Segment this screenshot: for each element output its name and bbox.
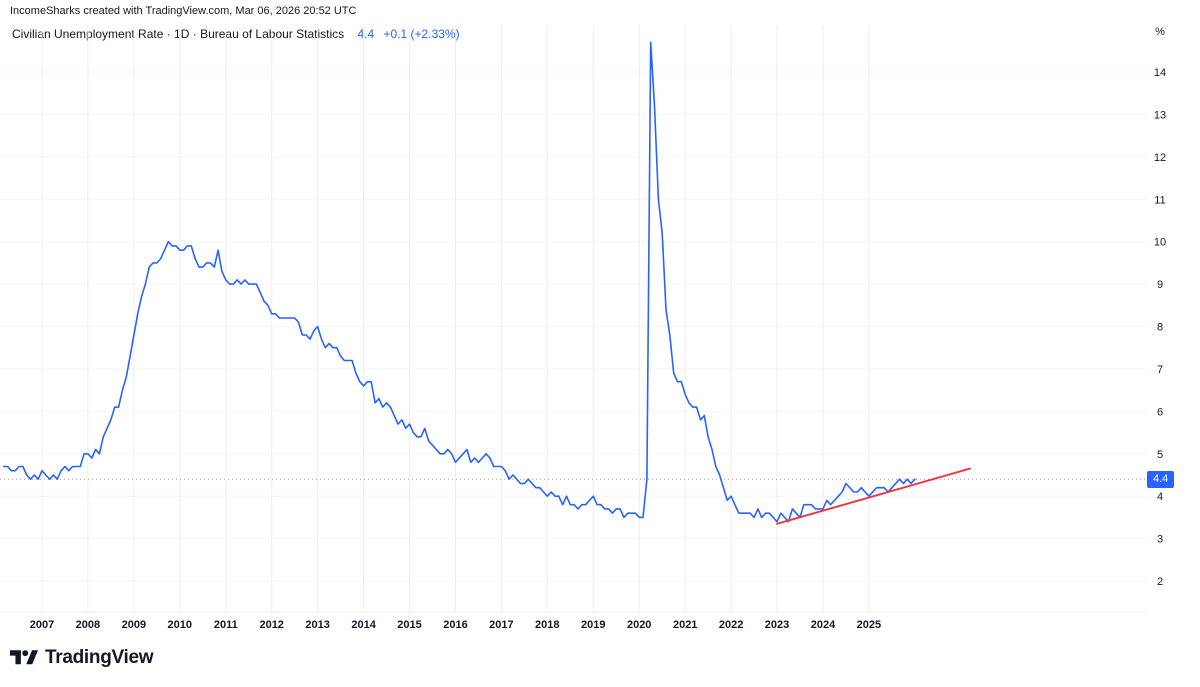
last-value: 4.4 — [357, 27, 375, 41]
tradingview-wordmark: TradingView — [45, 647, 154, 668]
time-scale-tick: 2024 — [811, 619, 836, 631]
price-axis-label: 4.4 — [1147, 471, 1175, 488]
price-scale-tick: 4 — [1157, 491, 1163, 503]
time-scale-tick: 2010 — [168, 619, 192, 631]
time-scale-tick: 2011 — [214, 619, 238, 631]
price-scale-tick: 6 — [1157, 406, 1163, 418]
price-scale-tick: 12 — [1154, 152, 1166, 164]
price-scale-tick: 5 — [1157, 449, 1163, 461]
price-scale-tick: 14 — [1154, 67, 1166, 79]
time-scale-tick: 2023 — [765, 619, 789, 631]
time-scale-tick: 2013 — [305, 619, 329, 631]
trend-line[interactable] — [776, 467, 971, 525]
symbol-header: Civilian Unemployment Rate · 1D · Bureau… — [12, 27, 460, 41]
price-scale-unit: % — [1155, 26, 1165, 38]
price-scale-tick: 9 — [1157, 279, 1163, 291]
unemployment-rate-line[interactable] — [2, 41, 916, 523]
price-scale-tick: 3 — [1157, 534, 1163, 546]
chart-attribution: IncomeSharks created with TradingView.co… — [10, 5, 357, 17]
time-scale-tick: 2021 — [673, 619, 697, 631]
time-scale-tick: 2022 — [719, 619, 743, 631]
time-scale-tick: 2009 — [122, 619, 146, 631]
tradingview-logo-icon — [10, 650, 38, 665]
price-scale-tick: 11 — [1154, 194, 1165, 206]
time-scale-tick: 2016 — [443, 619, 467, 631]
time-scale-tick: 2012 — [259, 619, 283, 631]
price-scale-tick: 7 — [1157, 364, 1163, 376]
time-scale-tick: 2008 — [76, 619, 100, 631]
time-scale-tick: 2017 — [489, 619, 513, 631]
time-scale-tick: 2020 — [627, 619, 651, 631]
time-scale-tick: 2018 — [535, 619, 559, 631]
change-value: +0.1 (+2.33%) — [383, 27, 460, 41]
time-scale-tick: 2025 — [857, 619, 881, 631]
price-scale-tick: 2 — [1157, 576, 1163, 588]
time-scale-tick: 2014 — [351, 619, 376, 631]
time-scale-tick: 2015 — [397, 619, 421, 631]
time-scale-tick: 2019 — [581, 619, 605, 631]
tradingview-branding[interactable]: TradingView — [10, 647, 154, 669]
price-scale-tick: 10 — [1154, 237, 1166, 249]
time-scale-tick: 2007 — [30, 619, 54, 631]
price-scale-tick: 8 — [1157, 322, 1163, 334]
symbol-title[interactable]: Civilian Unemployment Rate · 1D · Bureau… — [12, 27, 345, 41]
price-scale-tick: 13 — [1154, 109, 1166, 121]
